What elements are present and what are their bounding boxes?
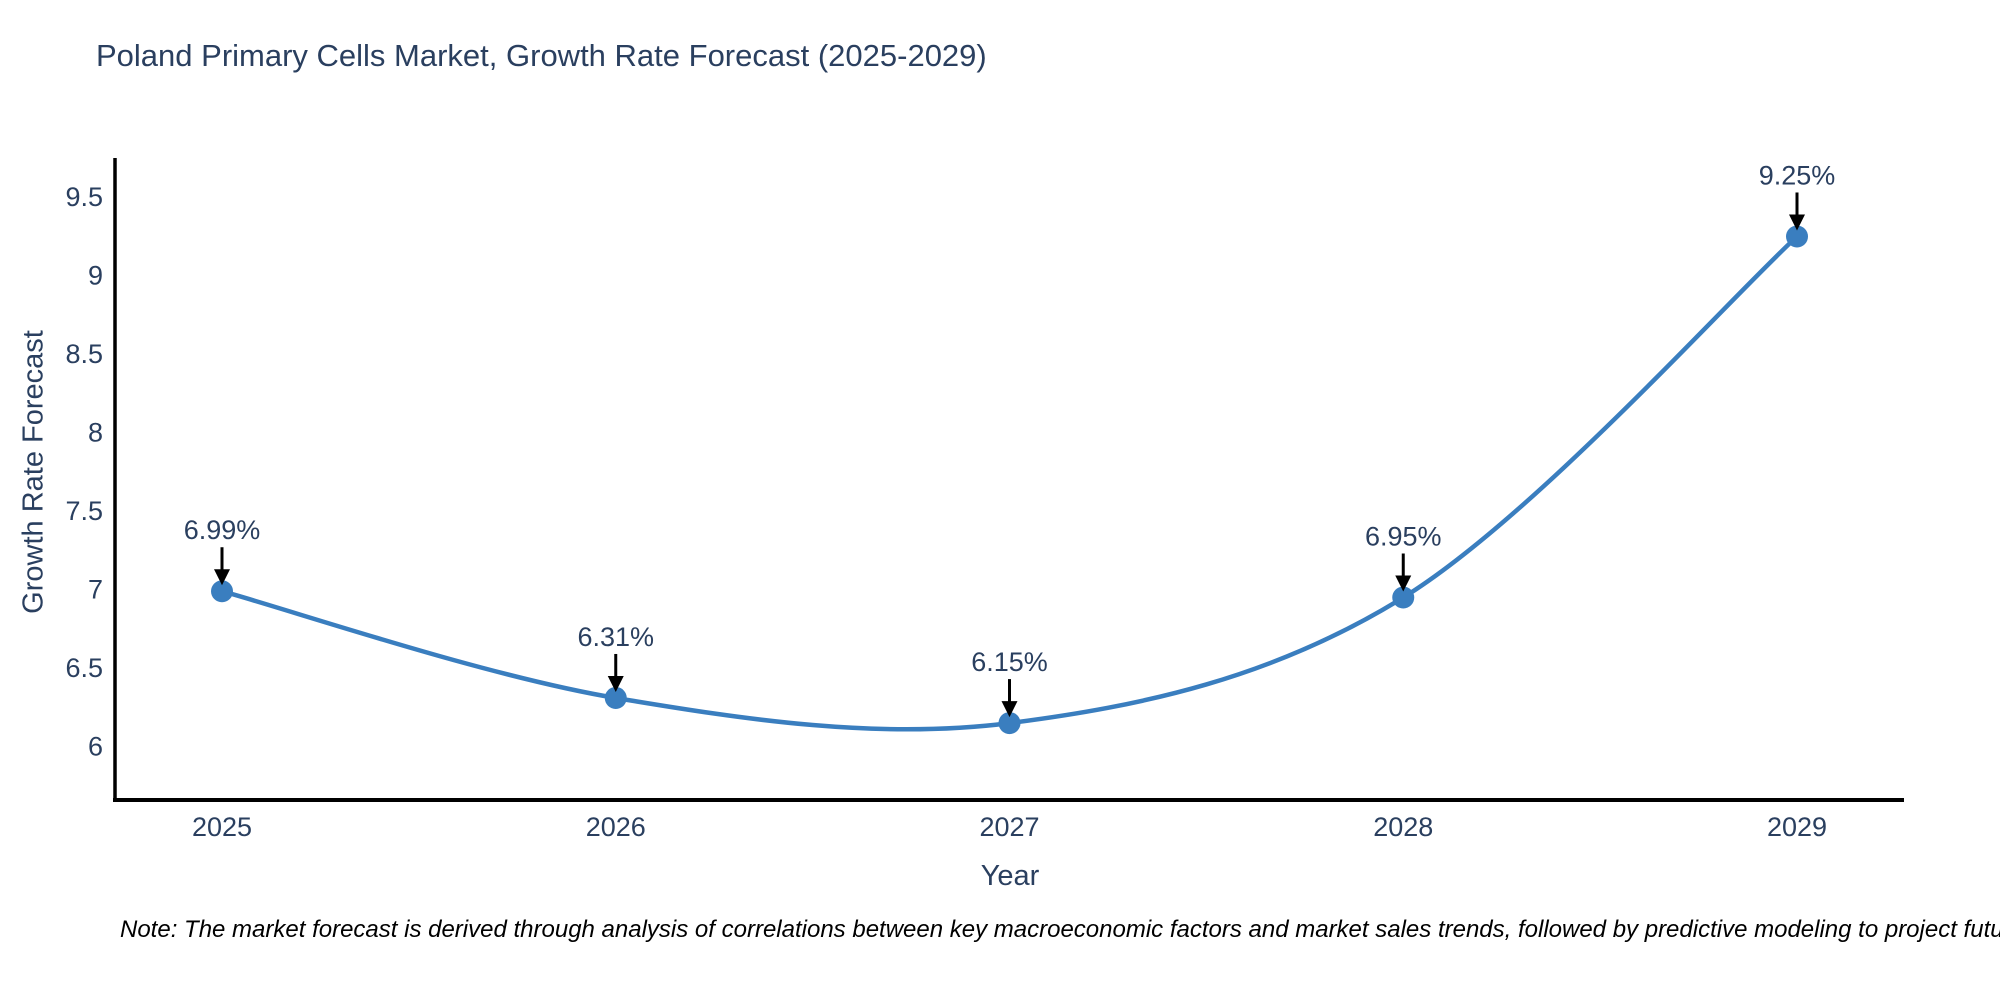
annotation-arrowhead-icon xyxy=(607,675,624,692)
annotation-arrowhead-icon xyxy=(214,569,230,586)
data-point-marker-2028[interactable] xyxy=(1392,586,1415,609)
y-tick-label: 7 xyxy=(88,575,103,605)
x-tick-label: 2027 xyxy=(979,812,1039,842)
data-point-marker-2026[interactable] xyxy=(604,686,627,709)
annotation-arrowhead-icon xyxy=(1001,701,1018,718)
annotation-arrowhead-icon xyxy=(1395,575,1412,592)
data-point-marker-2027[interactable] xyxy=(998,712,1021,735)
data-point-marker-2029[interactable] xyxy=(1786,225,1808,248)
y-tick-label: 7.5 xyxy=(65,496,103,526)
point-annotation-label: 6.31% xyxy=(577,622,654,652)
y-tick-label: 8 xyxy=(88,418,103,448)
x-tick-label: 2029 xyxy=(1767,812,1827,842)
point-annotation-label: 9.25% xyxy=(1759,160,1836,190)
y-tick-label: 6 xyxy=(88,732,103,762)
data-point-marker-2025[interactable] xyxy=(211,580,233,603)
x-axis-title: Year xyxy=(980,860,1040,892)
footnote-text: Note: The market forecast is derived thr… xyxy=(120,916,2000,943)
y-tick-label: 6.5 xyxy=(65,653,103,683)
y-tick-label: 8.5 xyxy=(65,339,103,369)
y-tick-label: 9 xyxy=(88,261,103,291)
x-tick-label: 2028 xyxy=(1373,812,1433,842)
y-tick-label: 9.5 xyxy=(65,182,103,212)
series-line xyxy=(221,234,1799,732)
point-annotation-label: 6.15% xyxy=(971,647,1048,677)
point-annotation-label: 6.95% xyxy=(1365,522,1442,552)
x-tick-label: 2025 xyxy=(192,812,252,842)
point-annotation-label: 6.99% xyxy=(184,515,261,545)
annotation-arrowhead-icon xyxy=(1789,214,1805,231)
x-tick-label: 2026 xyxy=(586,812,646,842)
chart-title: Poland Primary Cells Market, Growth Rate… xyxy=(96,38,987,73)
